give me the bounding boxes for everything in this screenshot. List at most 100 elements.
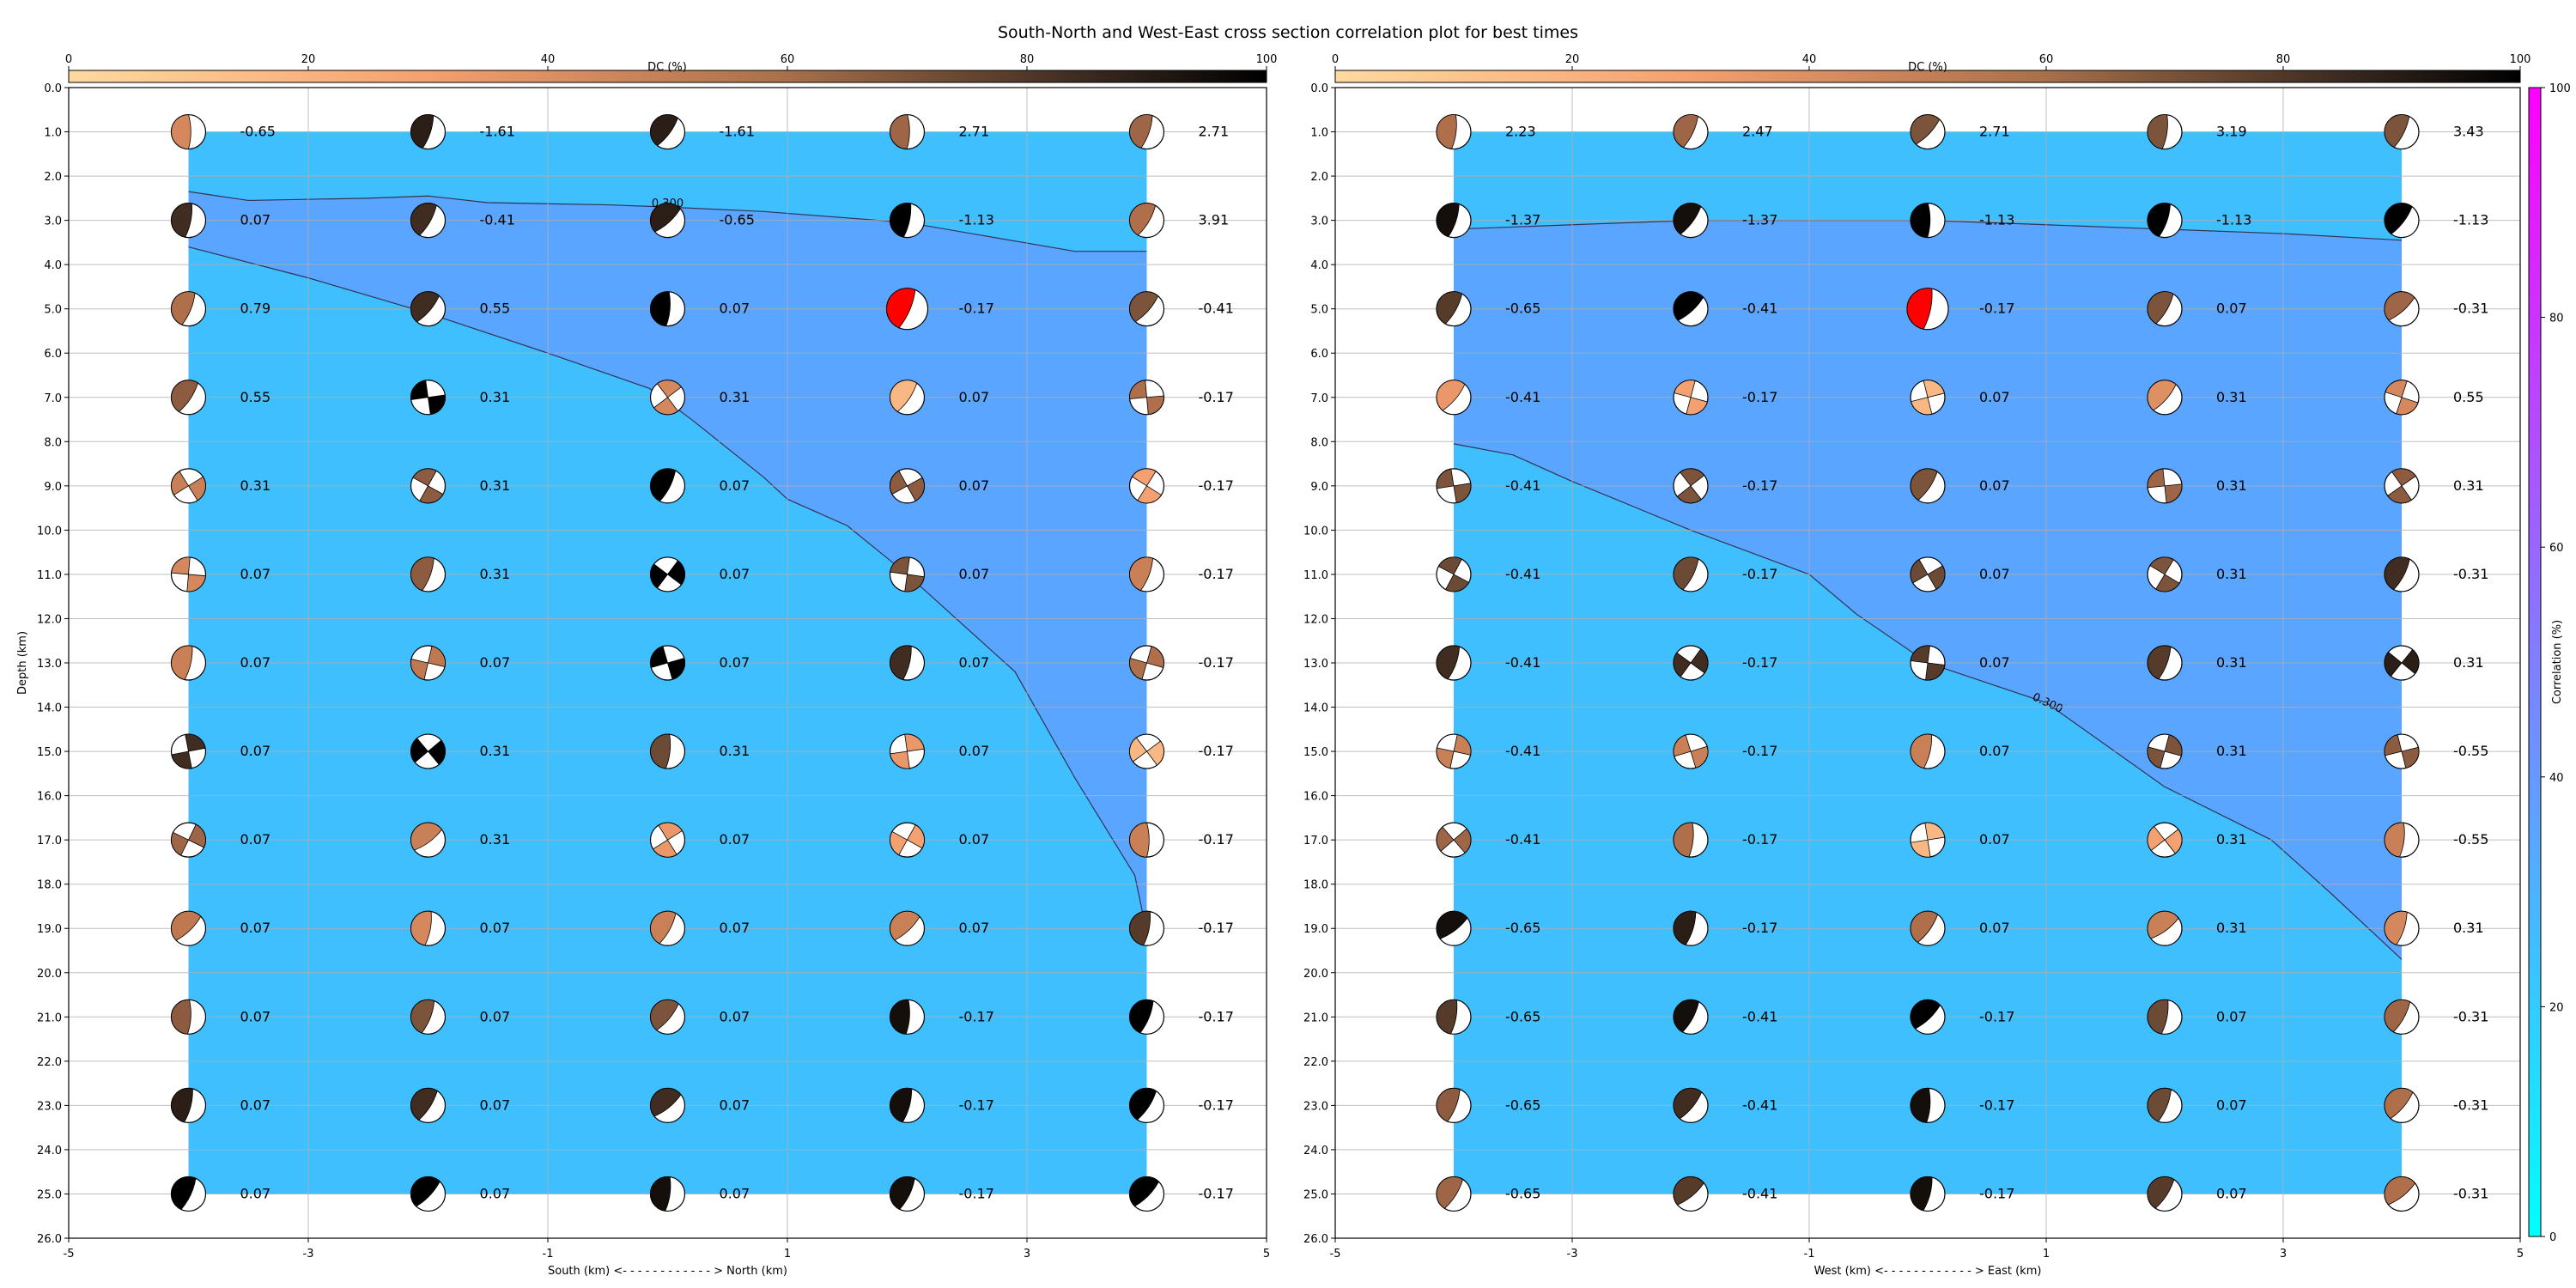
- focal-mechanism-beachball: [1673, 645, 1709, 681]
- contour-line-upper: [188, 191, 1147, 252]
- beachball-compressional-quadrant: [171, 471, 206, 501]
- beachball-compressional-quadrant: [2147, 1176, 2175, 1209]
- beachball-compressional-quadrant: [171, 114, 191, 149]
- y-tick-label: 10.0: [37, 525, 62, 538]
- dc-colorbar-tick-label: 80: [2276, 53, 2291, 66]
- y-tick-label: 0.0: [1310, 82, 1328, 95]
- y-tick-label: 21.0: [37, 1012, 62, 1024]
- beachball-value-label: 0.07: [720, 301, 750, 317]
- x-tick-label: -3: [303, 1248, 314, 1261]
- beachball-value-label: -1.13: [2216, 212, 2251, 228]
- beachball-value-label: 0.07: [959, 654, 990, 671]
- focal-mechanism-beachball: [1673, 113, 1709, 150]
- beachball-value-label: 3.91: [1199, 212, 1230, 228]
- beachball-compressional-quadrant: [1910, 114, 1941, 145]
- focal-mechanism-beachball: [1436, 556, 1472, 592]
- beachball-compressional-quadrant: [410, 203, 437, 236]
- beachball-compressional-quadrant: [650, 291, 671, 327]
- beachball-value-label: -0.17: [1199, 1008, 1234, 1024]
- beachball-value-label: -0.17: [1199, 831, 1234, 848]
- beachball-value-label: 0.55: [480, 301, 511, 317]
- beachball-compressional-quadrant: [886, 288, 916, 329]
- beachball-value-label: 0.31: [2453, 654, 2484, 671]
- y-tick-label: 19.0: [1303, 923, 1328, 936]
- x-tick-label: -1: [1804, 1248, 1815, 1261]
- beachball-value-label: 0.07: [240, 1008, 271, 1024]
- y-tick-label: 20.0: [37, 968, 62, 981]
- focal-mechanism-beachball: [170, 999, 207, 1035]
- y-tick-label: 15.0: [1303, 746, 1328, 759]
- correlation-colorbar: Correlation (%) 0 20 40 60 80 100: [2528, 82, 2571, 1244]
- beachball-compressional-quadrant: [1910, 1176, 1933, 1212]
- beachball-compressional-quadrant: [2387, 468, 2416, 504]
- beachball-value-label: 0.55: [240, 389, 271, 405]
- beachball-compressional-quadrant: [410, 738, 446, 765]
- focal-mechanism-beachball: [1673, 822, 1709, 858]
- beachball-value-label: -0.17: [1979, 1008, 2014, 1024]
- beachball-value-label: 2.71: [959, 124, 990, 140]
- panel-west-east: DC (%) 0 20 40 60 80 100 0.3000.01.02.03.04.0…: [1303, 53, 2530, 1278]
- focal-mechanism-beachball: [2384, 291, 2420, 327]
- y-tick-label: 7.0: [1310, 392, 1328, 405]
- beachball-compressional-quadrant: [1436, 734, 1472, 769]
- focal-mechanism-beachball: [2147, 203, 2183, 239]
- corr-colorbar-tick-label: 100: [2549, 82, 2571, 95]
- beachball-value-label: -0.65: [1505, 920, 1540, 936]
- beachball-compressional-quadrant: [1910, 910, 1939, 944]
- beachball-compressional-quadrant: [412, 468, 444, 504]
- focal-mechanism-beachball: [410, 113, 447, 150]
- focal-mechanism-beachball: [1128, 113, 1165, 150]
- beachball-compressional-quadrant: [2384, 1176, 2416, 1206]
- focal-mechanism-beachball: [1910, 733, 1946, 769]
- beachball-value-label: -0.17: [1979, 1185, 2014, 1201]
- beachball-compressional-quadrant: [410, 999, 435, 1034]
- beachball-compressional-quadrant: [1436, 468, 1472, 504]
- beachball-compressional-quadrant: [1673, 291, 1704, 321]
- correlation-colorbar-bar: [2528, 87, 2542, 1237]
- dc-colorbar-tick-label: 0: [65, 53, 72, 66]
- beachball-value-label: -0.17: [1742, 743, 1777, 759]
- beachball-value-label: 0.31: [2216, 743, 2247, 759]
- beachball-value-label: -1.37: [1505, 212, 1540, 228]
- beachball-value-label: 0.07: [720, 566, 750, 582]
- beachball-compressional-quadrant: [890, 645, 912, 680]
- focal-mechanism-beachball: [2147, 113, 2183, 150]
- beachball-value-label: -0.55: [2453, 743, 2488, 759]
- dc-colorbar-tick-label: 80: [1020, 53, 1035, 66]
- beachball-compressional-quadrant: [410, 380, 446, 416]
- focal-mechanism-beachball: [170, 113, 207, 150]
- x-tick-label: -5: [64, 1248, 75, 1261]
- y-tick-label: 13.0: [37, 658, 62, 671]
- beachball-compressional-quadrant: [2147, 825, 2183, 854]
- focal-mechanism-beachball: [1436, 291, 1472, 327]
- beachball-value-label: -0.41: [1505, 389, 1540, 405]
- focal-mechanism-beachball: [2384, 822, 2420, 858]
- y-tick-label: 4.0: [44, 259, 62, 272]
- beachball-value-label: -0.41: [1199, 301, 1234, 317]
- y-tick-label: 22.0: [1303, 1056, 1328, 1069]
- focal-mechanism-beachball: [410, 291, 447, 327]
- beachball-value-label: 0.31: [2216, 566, 2247, 582]
- beachball-compressional-quadrant: [171, 1176, 197, 1211]
- beachball-value-label: -0.17: [1199, 389, 1234, 405]
- beachball-compressional-quadrant: [2384, 910, 2408, 945]
- beachball-compressional-quadrant: [1910, 203, 1931, 239]
- focal-mechanism-beachball: [410, 1176, 447, 1212]
- beachball-value-label: -0.41: [1505, 831, 1540, 848]
- beachball-compressional-quadrant: [1673, 556, 1699, 591]
- beachball-compressional-quadrant: [890, 824, 925, 856]
- beachball-compressional-quadrant: [1910, 822, 1946, 858]
- beachball-compressional-quadrant: [2384, 999, 2411, 1033]
- focal-mechanism-beachball: [2147, 910, 2183, 946]
- beachball-value-label: -0.65: [1505, 301, 1540, 317]
- beachball-value-label: 0.07: [240, 212, 271, 228]
- dc-colorbar-left-bar: [68, 70, 1267, 83]
- focal-mechanism-beachball: [1910, 203, 1946, 239]
- beachball-value-label: 0.07: [1979, 654, 2010, 671]
- focal-mechanism-beachball: [1673, 380, 1709, 416]
- y-tick-label: 19.0: [37, 923, 62, 936]
- beachball-value-label: -0.17: [1742, 566, 1777, 582]
- focal-mechanism-beachball: [1128, 822, 1165, 858]
- focal-mechanism-beachball: [649, 291, 686, 327]
- dc-colorbar-tick-label: 40: [541, 53, 556, 66]
